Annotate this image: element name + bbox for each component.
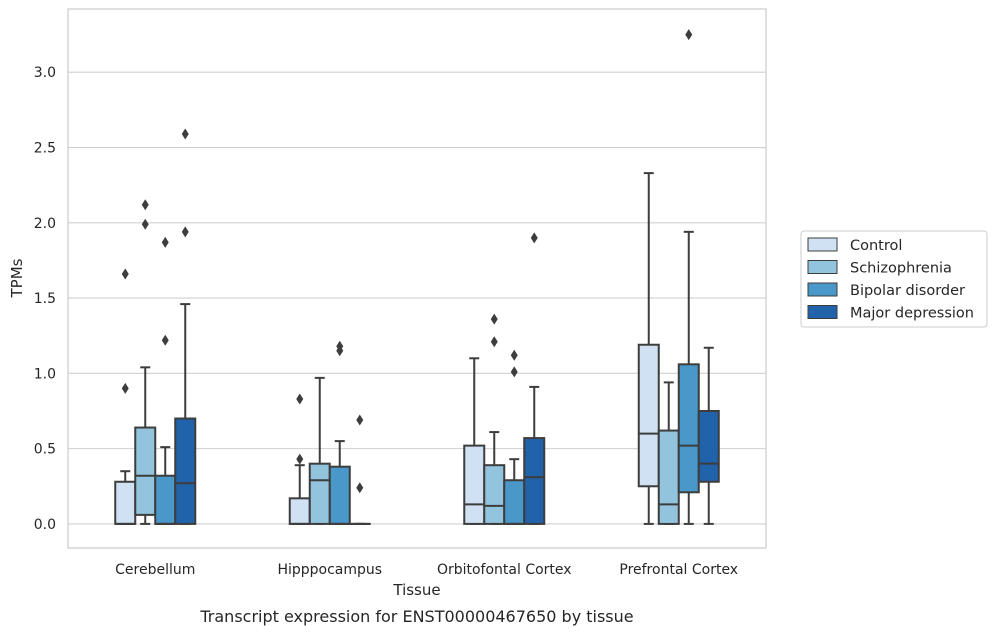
box-1-0 [288, 393, 311, 525]
box-2-2 [503, 349, 526, 525]
box-3-3 [697, 346, 720, 525]
box-body [637, 343, 660, 488]
legend-label: Schizophrenia [850, 261, 952, 277]
x-tick-label: Cerebellum [115, 562, 195, 578]
outlier-point [296, 453, 304, 465]
outlier-point [181, 226, 189, 238]
box-1-1 [308, 376, 331, 525]
legend: Control Schizophrenia Bipolar disorder Majo… [800, 230, 988, 328]
outlier-point [141, 199, 149, 211]
box-body [154, 474, 177, 525]
box-0-0 [114, 268, 137, 525]
box-body [463, 444, 486, 525]
box-body [134, 426, 157, 516]
box-body [308, 462, 331, 525]
box-body [114, 480, 137, 525]
box-body [523, 437, 546, 525]
outlier-point [490, 336, 498, 348]
outlier-point [356, 482, 364, 494]
outlier-point [336, 340, 344, 352]
legend-swatch [807, 237, 838, 252]
outlier-point [141, 218, 149, 230]
box-1-3 [348, 414, 371, 525]
box-3-2 [677, 29, 700, 525]
box-0-2 [154, 236, 177, 525]
box-plot-area [114, 29, 720, 525]
y-tick-labels: 0.0 0.5 1.0 1.5 2.0 2.5 3.0 [34, 65, 56, 533]
box-2-0 [463, 357, 486, 525]
box-body [328, 465, 351, 525]
legend-swatch [807, 305, 838, 319]
outlier-point [296, 393, 304, 405]
y-tick-label: 1.0 [34, 366, 56, 382]
box-2-3 [523, 232, 546, 525]
y-axis-title: TPMs [8, 258, 26, 298]
x-tick-label: Orbitofontal Cortex [437, 562, 572, 578]
outlier-point [181, 128, 189, 140]
box-body [483, 464, 506, 525]
box-body [657, 429, 680, 525]
outlier-point [161, 334, 169, 346]
legend-swatch [807, 260, 838, 274]
y-tick-label: 2.5 [34, 141, 56, 157]
legend-label: Major depression [850, 306, 974, 322]
x-tick-label: Prefrontal Cortex [619, 562, 738, 578]
box-body [697, 409, 720, 483]
box-body [503, 479, 526, 525]
chart-caption: Transcript expression for ENST0000046765… [199, 607, 633, 626]
box-3-0 [637, 172, 660, 525]
box-body [174, 417, 197, 525]
outlier-point [121, 382, 129, 394]
legend-label: Bipolar disorder [850, 283, 965, 299]
y-tick-label: 3.0 [34, 65, 56, 81]
x-tick-label: Hipppocampus [277, 562, 382, 578]
outlier-point [161, 236, 169, 248]
outlier-point [356, 414, 364, 426]
outlier-point [490, 313, 498, 325]
legend-swatch [807, 282, 838, 297]
outlier-point [510, 366, 518, 378]
y-tick-label: 1.5 [34, 291, 56, 307]
outlier-point [685, 29, 693, 41]
y-tick-label: 0.0 [34, 517, 56, 533]
box-body [677, 363, 700, 494]
legend-frame [800, 230, 988, 328]
box-0-1 [134, 199, 157, 525]
outlier-point [510, 349, 518, 361]
box-1-2 [328, 340, 351, 525]
y-tick-label: 0.5 [34, 442, 56, 458]
outlier-point [530, 232, 538, 244]
legend-label: Control [850, 238, 902, 254]
box-2-1 [483, 313, 506, 525]
plot-frame [67, 8, 767, 549]
x-axis-title: Tissue [392, 581, 440, 599]
x-tick-labels: Cerebellum Hipppocampus Orbitofontal Corte… [115, 562, 738, 578]
box-0-3 [174, 128, 197, 525]
box-body [288, 497, 311, 525]
y-tick-label: 2.0 [34, 216, 56, 232]
box-3-1 [657, 381, 680, 525]
outlier-point [121, 268, 129, 280]
